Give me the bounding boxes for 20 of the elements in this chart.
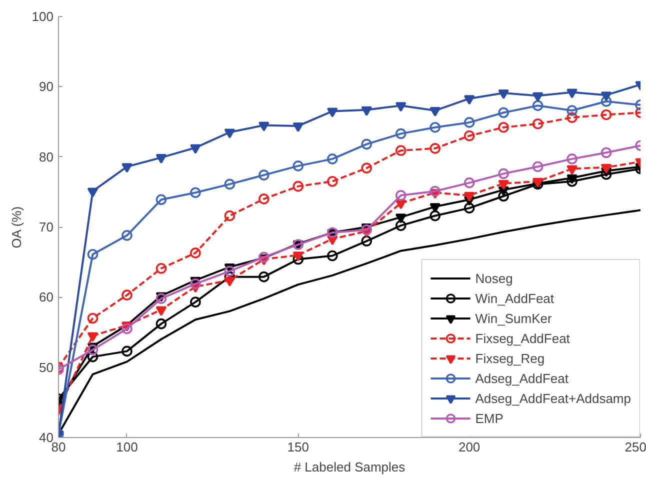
legend-label: Win_SumKer (475, 310, 552, 326)
legend-label: Win_AddFeat (475, 290, 554, 306)
y-tick-label: 50 (39, 360, 54, 375)
y-tick-label: 90 (39, 79, 54, 94)
y-tick-label: 70 (39, 220, 54, 234)
legend-label: Adseg_AddFeat (475, 370, 568, 386)
y-tick-label: 80 (39, 149, 54, 164)
y-axis-title: OA (%) (8, 206, 24, 248)
y-tick-label: 60 (39, 290, 54, 305)
legend-label: Fixseg_Reg (475, 350, 545, 366)
legend-label: Fixseg_AddFeat (475, 330, 570, 346)
legend-label: Adseg_AddFeat+Addsamp (475, 390, 631, 406)
legend-label: Noseg (475, 270, 513, 286)
legend-label: EMP (475, 410, 504, 426)
x-axis-title: # Labeled Samples (294, 460, 406, 474)
y-tick-label: 100 (32, 9, 54, 24)
x-tick-label: 250 (624, 440, 646, 454)
x-tick-label: 200 (458, 440, 480, 454)
x-tick-label: 150 (287, 440, 310, 454)
x-tick-label: 100 (116, 440, 138, 454)
